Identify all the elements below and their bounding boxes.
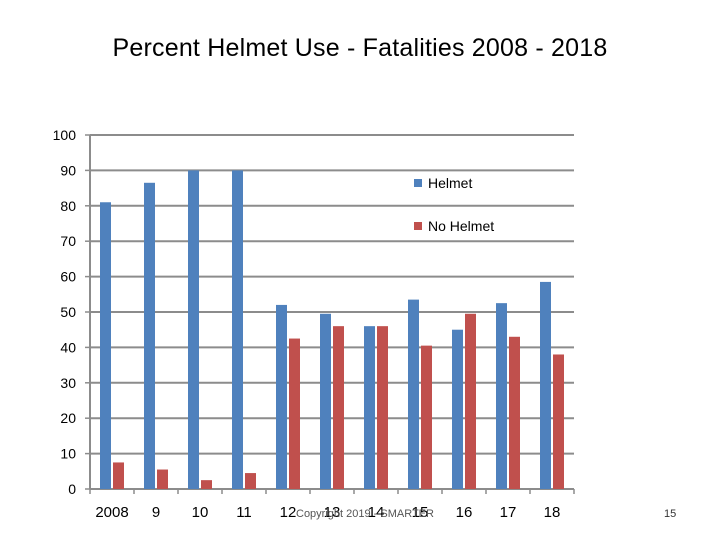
y-tick-label: 0 xyxy=(68,481,76,497)
no-helmet-bar-18 xyxy=(553,354,564,489)
helmet-bar-17 xyxy=(496,303,507,489)
no-helmet-bar-10 xyxy=(201,480,212,489)
x-tick-label: 15 xyxy=(412,504,429,521)
x-tick-label: 11 xyxy=(236,504,252,521)
legend-swatch-helmet xyxy=(414,179,422,187)
y-tick-label: 10 xyxy=(60,446,76,462)
no-helmet-bar-2008 xyxy=(113,462,124,489)
y-tick-label: 100 xyxy=(53,127,77,143)
y-tick-label: 70 xyxy=(60,233,76,249)
y-tick-label: 20 xyxy=(60,410,76,426)
helmet-bar-2008 xyxy=(100,202,111,489)
chart-title: Percent Helmet Use - Fatalities 2008 - 2… xyxy=(112,34,608,62)
helmet-bar-13 xyxy=(320,313,331,489)
helmet-bar-15 xyxy=(408,299,419,489)
x-tick-label: 17 xyxy=(500,504,517,521)
y-tick-label: 60 xyxy=(60,269,76,285)
no-helmet-bar-14 xyxy=(377,326,388,489)
helmet-bar-11 xyxy=(232,170,243,489)
helmet-bar-18 xyxy=(540,281,551,489)
legend: Helmet No Helmet xyxy=(414,175,494,234)
legend-swatch-no-helmet xyxy=(414,222,422,230)
x-tick-label: 14 xyxy=(368,504,385,521)
no-helmet-bar-12 xyxy=(289,338,300,489)
y-tick-label: 80 xyxy=(60,198,76,214)
no-helmet-bar-9 xyxy=(157,469,168,489)
x-tick-label: 18 xyxy=(544,504,561,521)
helmet-bar-16 xyxy=(452,329,463,489)
helmet-bar-10 xyxy=(188,170,199,489)
no-helmet-bar-13 xyxy=(333,326,344,489)
helmet-bar-12 xyxy=(276,304,287,489)
page-number: 15 xyxy=(664,508,677,520)
tick-labels: 0 10 20 30 40 50 60 70 80 90 100 2008 9 10 11 12 13 14 15 1… xyxy=(53,127,561,521)
legend-label-no-helmet: No Helmet xyxy=(428,218,494,234)
helmet-bar-14 xyxy=(364,326,375,489)
bars xyxy=(100,170,564,490)
no-helmet-bar-15 xyxy=(421,345,432,489)
axes xyxy=(85,134,575,494)
x-tick-label: 12 xyxy=(280,504,297,521)
gridlines xyxy=(90,134,574,455)
no-helmet-bar-11 xyxy=(245,473,256,489)
helmet-bar-9 xyxy=(144,182,155,490)
x-tick-label: 2008 xyxy=(95,504,128,521)
y-tick-label: 90 xyxy=(60,162,76,178)
x-tick-label: 10 xyxy=(192,504,209,521)
no-helmet-bar-17 xyxy=(509,336,520,489)
copyright-footer: Copyright 2019 - SMARTER xyxy=(296,508,434,520)
no-helmet-bar-16 xyxy=(465,313,476,489)
x-tick-label: 16 xyxy=(456,504,473,521)
x-tick-label: 9 xyxy=(152,504,160,521)
y-tick-label: 30 xyxy=(60,375,76,391)
x-tick-label: 13 xyxy=(324,504,341,521)
y-tick-label: 40 xyxy=(60,339,76,355)
legend-label-helmet: Helmet xyxy=(428,175,472,191)
y-tick-label: 50 xyxy=(60,304,76,320)
